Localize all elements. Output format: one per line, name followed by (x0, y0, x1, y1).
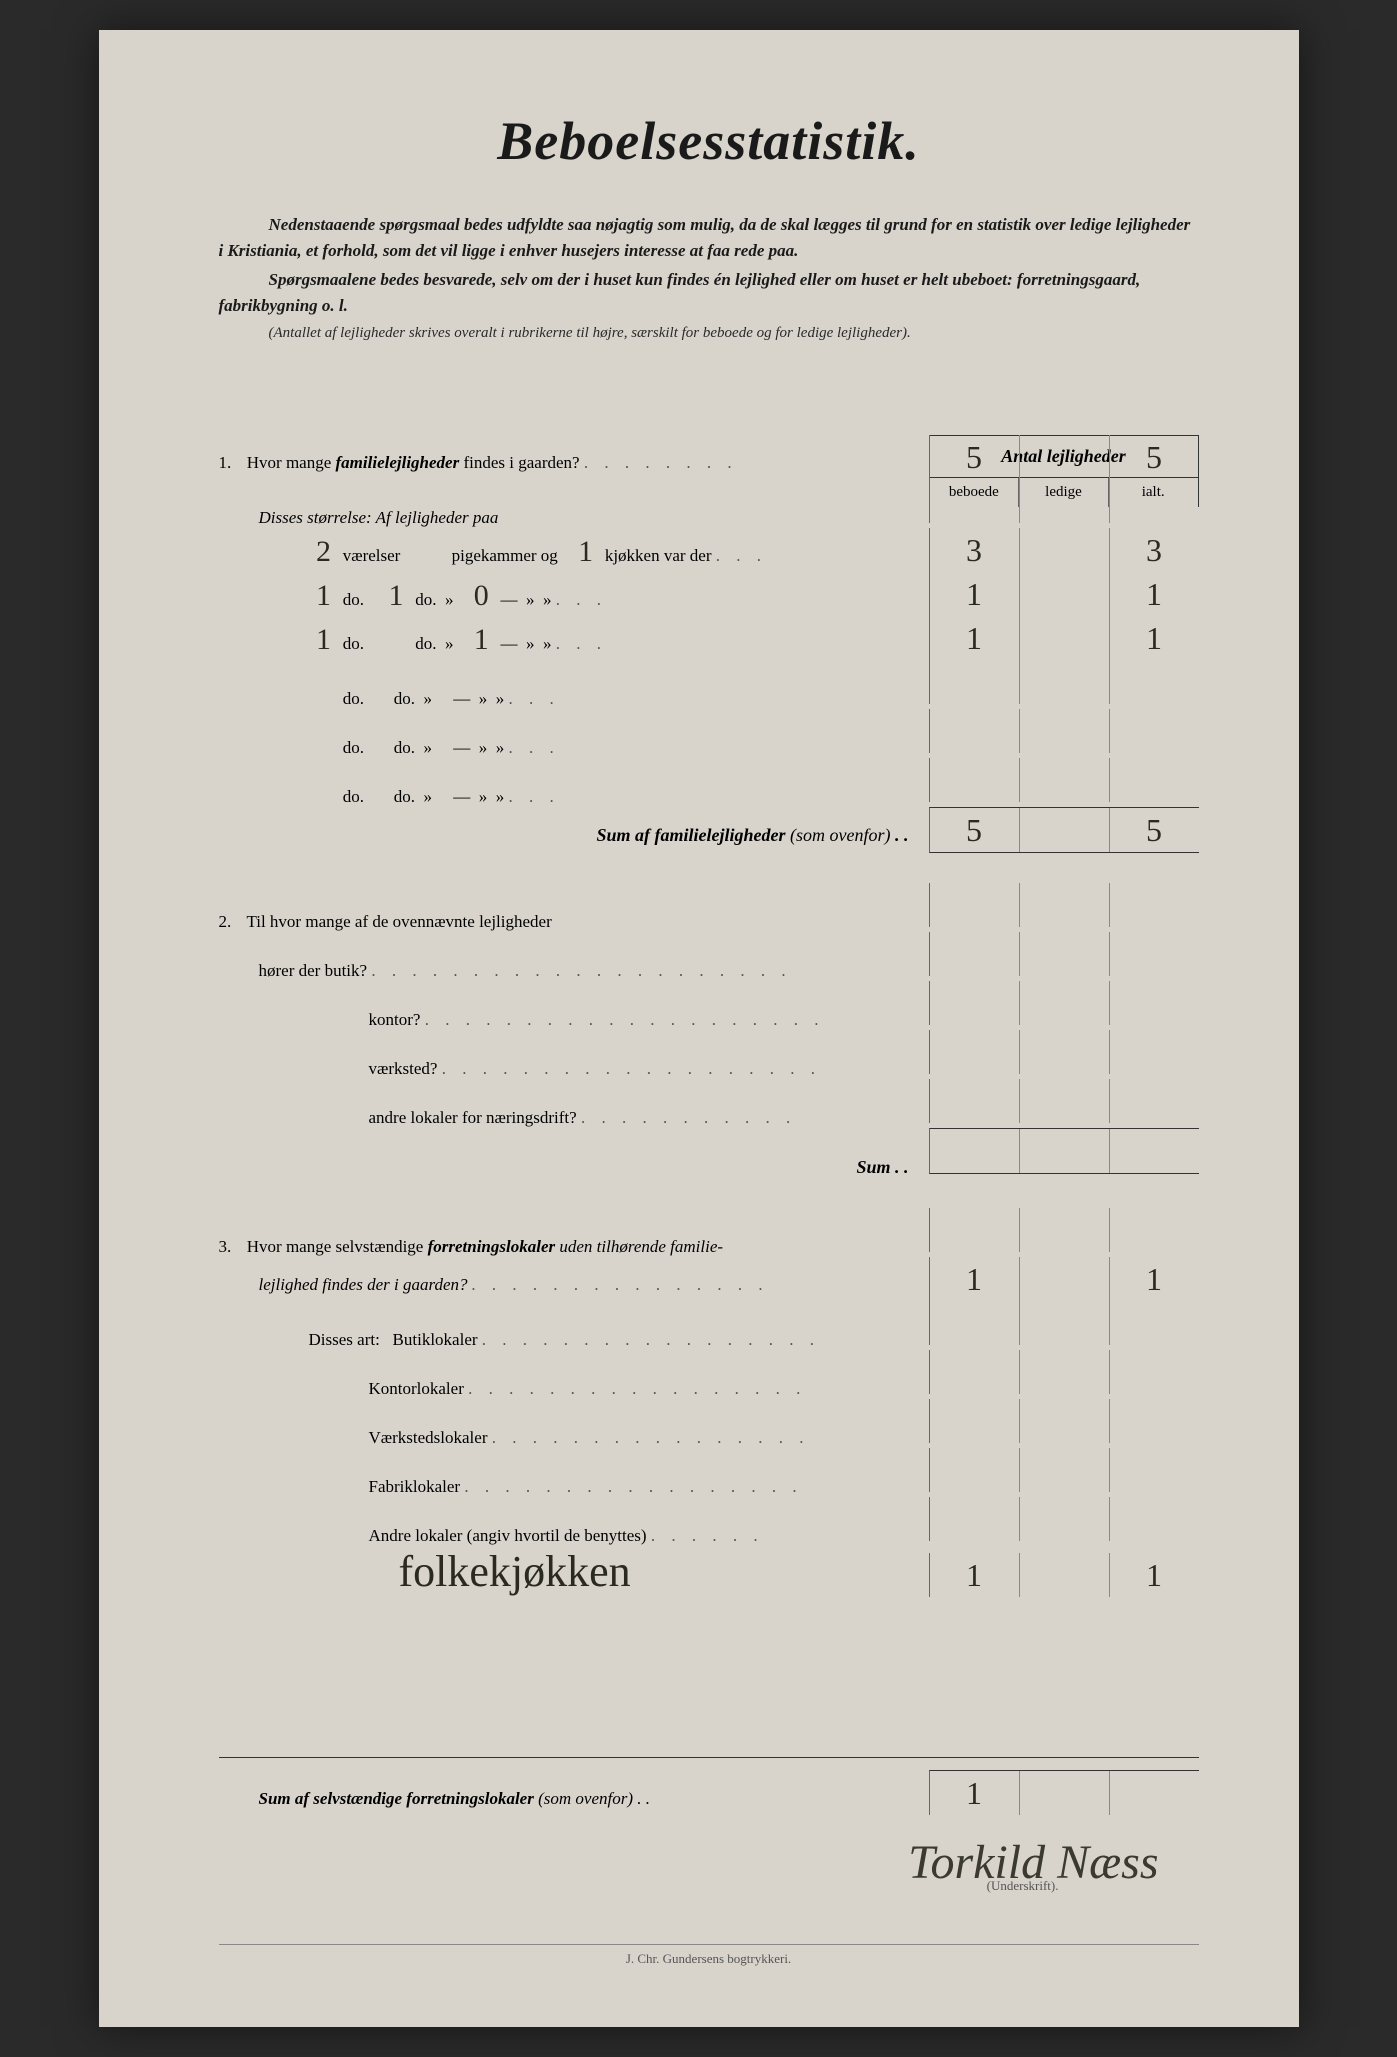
q3-sub-4: Andre lokaler (angiv hvortil de benyttes… (219, 1497, 1199, 1546)
q1-sum-row: Sum af familielejligheder (som ovenfor) … (219, 807, 1199, 853)
q1-text-a: Hvor mange (247, 453, 336, 472)
intro-paragraph-2: Spørgsmaalene bedes besvarede, selv om d… (219, 267, 1199, 318)
q1-text-c: findes i gaarden? (459, 453, 579, 472)
q1-sub-label: Disses størrelse: Af lejligheder paa (219, 508, 929, 528)
q3-row-b: lejlighed findes der i gaarden? . . . . … (219, 1257, 1199, 1301)
footer-printer: J. Chr. Gundersens bogtrykkeri. (219, 1944, 1199, 1967)
q2-sub-3: andre lokaler for næringsdrift? . . . . … (219, 1079, 1199, 1128)
q3-row-a: 3. Hvor mange selvstændige forretningslo… (219, 1208, 1199, 1257)
q3-sum-row: Sum af selvstændige forretningslokaler (… (219, 1757, 1199, 1815)
q2-row: 2. Til hvor mange af de ovennævnte lejli… (219, 883, 1199, 932)
signature-label: (Underskrift). (219, 1878, 1199, 1894)
document-page: · · · Beboelsesstatistik. Nedenstaaende … (99, 30, 1299, 2027)
intro-note: (Antallet af lejligheder skrives overalt… (219, 322, 1199, 345)
q3-handwritten-row: folkekjøkken 1 1 (219, 1546, 1199, 1597)
q3-sub-0: Disses art: Butiklokaler . . . . . . . .… (219, 1301, 1199, 1350)
document-title: Beboelsesstatistik. (219, 110, 1199, 172)
q2-sum-row: Sum . . (219, 1128, 1199, 1178)
form-content: Antal lejligheder beboede ledige ialt. 1… (219, 435, 1199, 1815)
intro-paragraph-1: Nedenstaaende spørgsmaal bedes udfyldte … (219, 212, 1199, 263)
q3-sub-2: Værkstedslokaler . . . . . . . . . . . .… (219, 1399, 1199, 1448)
q3-sub-1: Kontorlokaler . . . . . . . . . . . . . … (219, 1350, 1199, 1399)
q2-sub-0: hører der butik? . . . . . . . . . . . .… (219, 932, 1199, 981)
q3-sub-3: Fabriklokaler . . . . . . . . . . . . . … (219, 1448, 1199, 1497)
q2-sub-2: værksted? . . . . . . . . . . . . . . . … (219, 1030, 1199, 1079)
q1-size-row-3: do. do. » — » » . . . (219, 660, 1199, 709)
q1-cell-ledige (1020, 435, 1110, 479)
q1-size-row-4: do. do. » — » » . . . (219, 709, 1199, 758)
q1-text-b: familielejligheder (336, 453, 460, 472)
q1-size-row-1: 1 do. 1 do. » 0 — » » . . . 1 1 (219, 572, 1199, 616)
q1-size-row-2: 1 do. do. » 1 — » » . . . 1 1 (219, 616, 1199, 660)
q1-size-row-5: do. do. » — » » . . . (219, 758, 1199, 807)
q1-cell-ialt: 5 (1110, 435, 1199, 479)
q2-sub-1: kontor? . . . . . . . . . . . . . . . . … (219, 981, 1199, 1030)
q1-cell-beboede: 5 (930, 435, 1020, 479)
handwritten-text: folkekjøkken (219, 1546, 919, 1597)
q1-size-row-0: 2 værelser pigekammer og 1 kjøkken var d… (219, 528, 1199, 572)
q1-row: 1. Hvor mange familielejligheder findes … (219, 435, 1199, 479)
q1-sub-label-row: Disses størrelse: Af lejligheder paa (219, 479, 1199, 528)
